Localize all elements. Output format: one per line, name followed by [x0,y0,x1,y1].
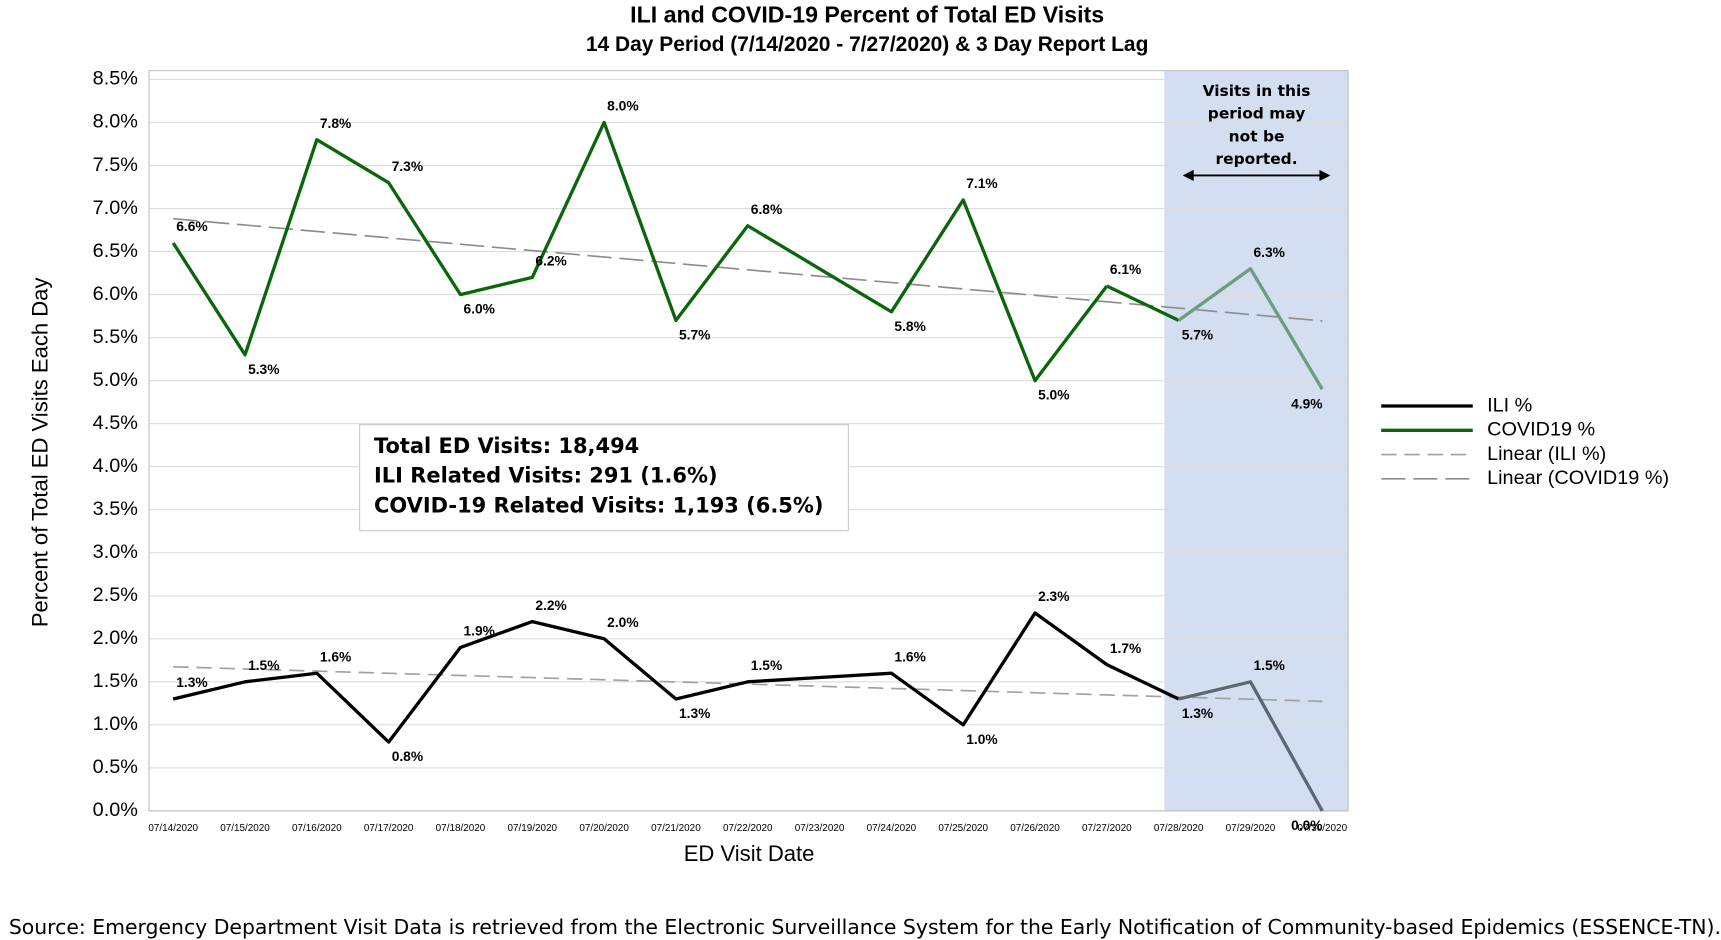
y-tick-label: 3.0% [93,541,138,563]
data-label: 1.5% [248,658,279,673]
legend-label: COVID19 % [1487,419,1595,441]
x-tick-label: 07/14/2020 [148,823,198,834]
x-tick-label: 07/24/2020 [867,823,917,834]
x-tick-label: 07/20/2020 [579,823,629,834]
x-axis-label: ED Visit Date [684,841,815,866]
data-label: 0.0% [1291,818,1322,833]
data-label: 1.3% [1182,706,1213,721]
data-label: 8.0% [607,99,638,114]
x-tick-label: 07/21/2020 [651,823,701,834]
y-tick-label: 4.0% [93,455,138,477]
chart-title: ILI and COVID-19 Percent of Total ED Vis… [630,2,1104,28]
lag-note: reported. [1215,150,1297,168]
y-tick-label: 6.5% [93,240,138,262]
trendline [173,217,1323,322]
y-tick-label: 4.5% [93,412,138,434]
y-axis-label: Percent of Total ED Visits Each Day [28,278,53,628]
series-line [171,120,1109,383]
info-box [359,424,849,532]
x-tick-label: 07/27/2020 [1082,823,1132,834]
data-label: 0.8% [392,749,423,764]
data-label: 4.9% [1291,396,1322,411]
x-tick-label: 07/28/2020 [1154,823,1204,834]
x-tick-label: 07/25/2020 [938,823,988,834]
y-tick-label: 6.0% [93,283,138,305]
legend-label: Linear (COVID19 %) [1487,467,1669,489]
data-label: 6.0% [464,302,495,317]
lag-note: period may [1208,105,1306,123]
data-label: 6.2% [535,254,566,269]
source-note: Source: Emergency Department Visit Data … [9,915,1721,939]
data-label: 7.1% [966,176,997,191]
x-tick-label: 07/15/2020 [220,823,270,834]
x-tick-label: 07/19/2020 [507,823,557,834]
data-label: 1.7% [1110,641,1141,656]
chart-subtitle: 14 Day Period (7/14/2020 - 7/27/2020) & … [586,33,1149,56]
y-tick-label: 2.5% [93,584,138,606]
y-tick-label: 0.5% [93,756,138,778]
lag-region [1164,70,1349,811]
y-tick-label: 8.0% [93,111,138,133]
data-label: 1.0% [966,732,997,747]
x-tick-label: 07/23/2020 [795,823,845,834]
data-label: 6.1% [1110,262,1141,277]
y-tick-label: 1.0% [93,713,138,735]
data-label: 2.2% [535,598,566,613]
data-label: 5.0% [1038,388,1069,403]
legend-label: Linear (ILI %) [1487,443,1606,465]
data-label: 2.0% [607,615,638,630]
data-label: 5.7% [679,327,710,342]
x-tick-label: 07/26/2020 [1010,823,1060,834]
data-label: 1.3% [176,675,207,690]
data-label: 1.5% [751,658,782,673]
data-label: 6.8% [751,202,782,217]
data-label: 2.3% [1038,589,1069,604]
series-line [172,611,1108,744]
data-label: 1.6% [320,649,351,664]
series-connector [1106,663,1180,701]
info-text: Total ED Visits: 18,494 [374,434,639,458]
x-tick-label: 07/18/2020 [436,823,486,834]
y-tick-label: 0.0% [93,799,138,821]
x-tick-label: 07/17/2020 [364,823,414,834]
y-tick-label: 5.0% [93,369,138,391]
x-tick-label: 07/22/2020 [723,823,773,834]
data-label: 5.3% [248,362,279,377]
y-tick-label: 7.0% [93,197,138,219]
data-label: 7.8% [320,116,351,131]
data-label: 6.3% [1254,245,1285,260]
data-label: 1.5% [1254,658,1285,673]
info-text: ILI Related Visits: 291 (1.6%) [374,464,718,488]
series-connector [1106,284,1180,322]
y-tick-label: 8.5% [93,68,138,90]
y-tick-label: 5.5% [93,326,138,348]
y-tick-label: 2.0% [93,627,138,649]
series-line-lag [1178,680,1324,812]
data-label: 1.9% [464,624,495,639]
y-tick-label: 7.5% [93,154,138,176]
data-label: 7.3% [392,159,423,174]
y-tick-label: 1.5% [93,670,138,692]
data-label: 6.6% [176,219,207,234]
series-line-lag [1177,267,1324,391]
data-label: 5.8% [894,319,925,334]
x-tick-label: 07/29/2020 [1226,823,1276,834]
data-label: 1.6% [894,649,925,664]
lag-note: not be [1229,127,1285,145]
x-tick-label: 07/30/2020 [1298,823,1348,834]
plot-border [148,70,1349,812]
lag-note: Visits in this [1203,82,1311,100]
x-tick-label: 07/16/2020 [292,823,342,834]
data-label: 5.7% [1182,327,1213,342]
data-label: 1.3% [679,706,710,721]
info-text: COVID-19 Related Visits: 1,193 (6.5%) [374,493,823,517]
legend-label: ILI % [1487,394,1532,416]
y-tick-label: 3.5% [93,498,138,520]
trendline [173,665,1323,703]
